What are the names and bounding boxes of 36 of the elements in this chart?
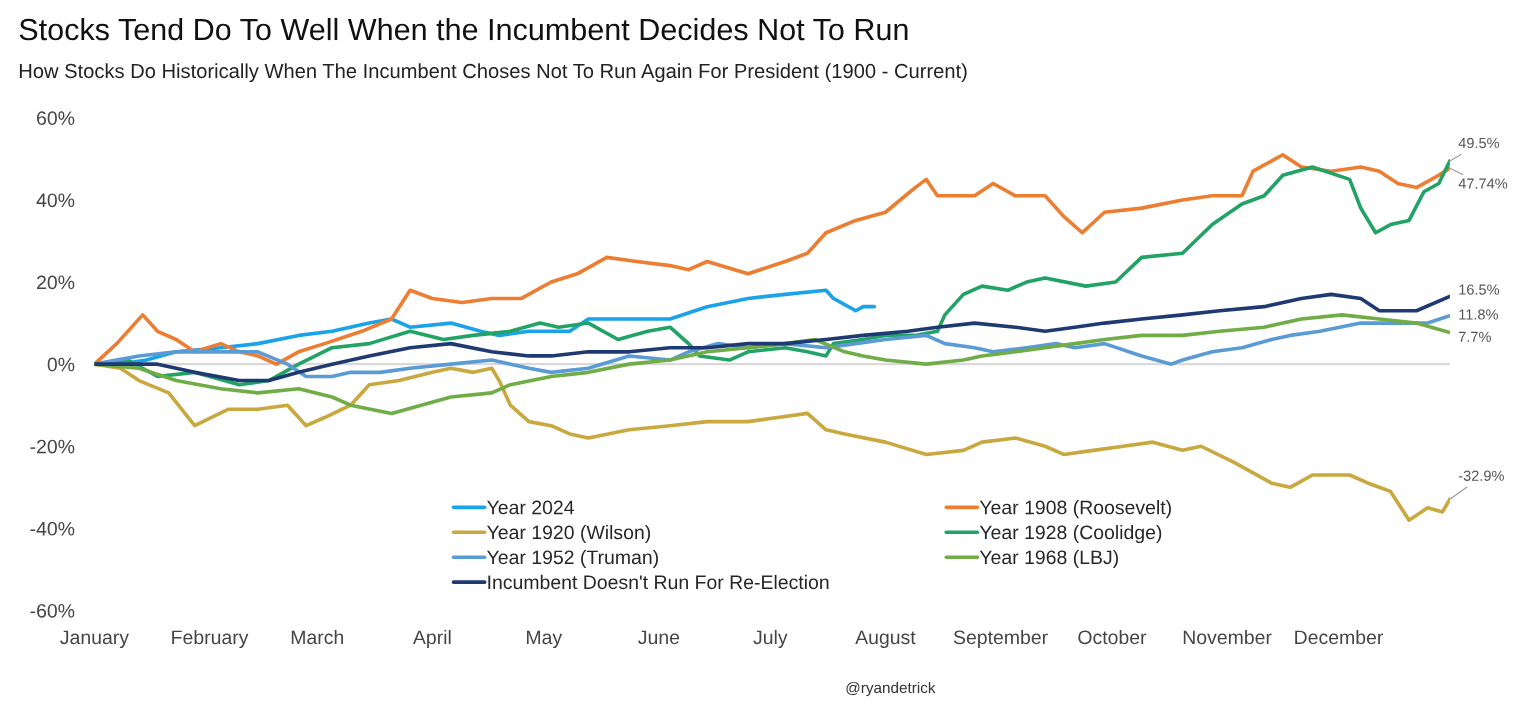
y-tick-label: 60% (37, 111, 75, 126)
y-tick-label: 40% (36, 193, 75, 208)
x-tick-label: July (753, 629, 788, 649)
legend-label: Year 1928 (Coolidge) (979, 524, 1162, 544)
annotation: -32.9% (1458, 470, 1504, 481)
y-tick-label: 20% (37, 275, 75, 290)
text: @ryandetrick (846, 681, 936, 697)
x-tick-label: June (638, 630, 680, 645)
annotation: 11.8% (1459, 309, 1498, 320)
chart-subtitle: How Stocks Do Historically When The Incumbent Choses Not To Run Again For President (1900 - Current) (19, 63, 967, 83)
legend-label: Incumbent Doesn't Run For Re-Election (488, 574, 829, 590)
legend-label: Year 2024 (487, 500, 574, 515)
y-tick-label: -20% (30, 439, 75, 454)
y-tick-label: -60% (30, 603, 75, 618)
legend-label: Year 1920 (Wilson) (487, 524, 651, 544)
x-tick-label: April (412, 629, 451, 649)
x-tick-label: December (1295, 629, 1384, 645)
annotation: 47.74% (1458, 178, 1508, 189)
x-tick-label: February (172, 629, 249, 649)
annotation: 16.5% (1459, 284, 1500, 295)
annotation: 49.5% (1458, 137, 1500, 149)
x-tick-label: September (953, 629, 1048, 649)
x-tick-label: March (291, 629, 343, 645)
legend-label: Year 1908 (Roosevelt) (979, 500, 1171, 519)
y-tick-label: 0% (47, 357, 75, 372)
x-tick-label: November (1183, 629, 1272, 645)
legend-label: Year 1968 (LBJ) (979, 549, 1118, 569)
x-tick-label: October (1078, 629, 1147, 645)
line-series (94, 292, 1450, 383)
x-tick-label: May (527, 630, 563, 649)
y-tick-label: -40% (30, 521, 75, 536)
legend-label: Year 1952 (Truman) (487, 549, 658, 569)
annotation: 7.7% (1458, 331, 1491, 342)
x-tick-label: January (60, 630, 129, 649)
chart-title: Stocks Tend Do To Well When the Incumbent Decides Not To Run (19, 17, 908, 41)
x-tick-label: August (855, 630, 916, 649)
